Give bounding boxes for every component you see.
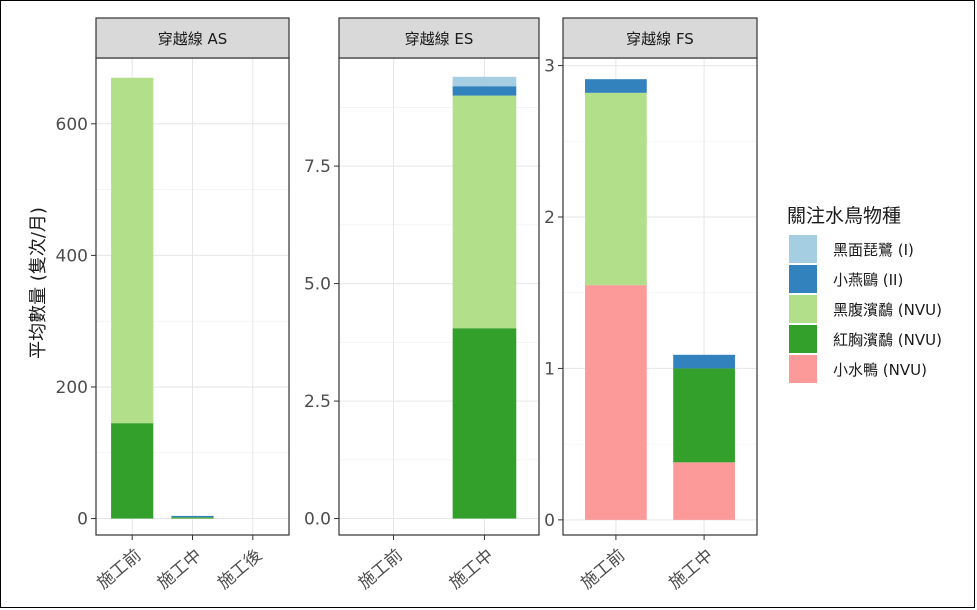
- facet-strip: [95, 17, 290, 59]
- x-tick-label: 施工中: [154, 546, 206, 594]
- legend-label: 黑腹濱鷸 (NVU): [833, 301, 942, 319]
- x-tick-label: 施工前: [577, 546, 629, 594]
- facet-panel: 穿越線 AS 0 200 400 600 施工前 施工中 施工後: [56, 17, 290, 594]
- legend-item: 小水鴨 (NVU): [789, 355, 927, 383]
- legend-item: 黑面琵鷺 (I): [789, 235, 914, 263]
- bar-segment: [673, 368, 735, 463]
- bar-segment: [452, 95, 517, 329]
- y-tick-label: 3: [544, 57, 555, 77]
- legend-item: 紅胸濱鷸 (NVU): [789, 325, 942, 353]
- x-tick-label: 施工後: [214, 546, 266, 594]
- bar-segment: [585, 79, 647, 93]
- y-tick-label: 0.0: [304, 510, 331, 530]
- legend-item: 黑腹濱鷸 (NVU): [789, 295, 942, 323]
- facet-strip: [562, 17, 758, 59]
- bar-segment: [111, 423, 154, 519]
- y-tick-label: 0: [544, 511, 555, 531]
- bar-segment: [585, 92, 647, 286]
- bar-segment: [585, 285, 647, 520]
- facet-title: 穿越線 FS: [626, 30, 694, 48]
- y-tick-label: 0: [77, 510, 88, 530]
- y-axis-label: 平均數量 (隻次/月): [28, 207, 49, 359]
- legend-label: 黑面琵鷺 (I): [833, 241, 914, 259]
- facet-strip: [338, 17, 540, 59]
- legend-label: 紅胸濱鷸 (NVU): [833, 331, 942, 349]
- legend-label: 小燕鷗 (II): [833, 271, 903, 289]
- legend-items: 黑面琵鷺 (I) 小燕鷗 (II) 黑腹濱鷸 (NVU) 紅胸濱鷸 (NVU) 小水鴨 …: [789, 235, 942, 383]
- y-tick-label: 7.5: [304, 157, 331, 177]
- y-tick-label: 600: [56, 115, 88, 135]
- y-tick-label: 1: [544, 359, 555, 379]
- bar-segment: [111, 77, 154, 424]
- x-tick-label: 施工中: [665, 546, 717, 594]
- legend: 關注水鳥物種 黑面琵鷺 (I) 小燕鷗 (II) 黑腹濱鷸 (NVU) 紅胸濱鷸 (N…: [787, 205, 942, 383]
- legend-swatch: [789, 265, 817, 293]
- legend-label: 小水鴨 (NVU): [833, 361, 927, 379]
- y-tick-label: 2.5: [304, 392, 331, 412]
- facet-panel: 穿越線 ES 0.0 2.5 5.0 7.5 施工前 施工中: [304, 17, 540, 594]
- facet-title: 穿越線 ES: [405, 30, 474, 48]
- y-tick-label: 2: [544, 208, 555, 228]
- bar-segment: [452, 76, 517, 87]
- bar-segment: [171, 517, 214, 519]
- legend-swatch: [789, 235, 817, 263]
- bar-segment: [673, 354, 735, 369]
- y-tick-label: 200: [56, 378, 88, 398]
- bar-segment: [452, 328, 517, 519]
- y-tick-label: 400: [56, 246, 88, 266]
- x-tick-label: 施工前: [93, 546, 145, 594]
- legend-swatch: [789, 295, 817, 323]
- bar-segment: [452, 86, 517, 96]
- facet-panel: 穿越線 FS 0 1 2 3 施工前 施工中: [544, 17, 758, 594]
- facet-title: 穿越線 AS: [158, 30, 228, 48]
- legend-swatch: [789, 355, 817, 383]
- bar-segment: [171, 515, 214, 518]
- legend-item: 小燕鷗 (II): [789, 265, 903, 293]
- x-tick-label: 施工中: [446, 546, 498, 594]
- x-tick-label: 施工前: [355, 546, 407, 594]
- bar-segment: [673, 462, 735, 520]
- y-tick-label: 5.0: [304, 275, 331, 295]
- legend-title: 關注水鳥物種: [787, 205, 901, 227]
- legend-swatch: [789, 325, 817, 353]
